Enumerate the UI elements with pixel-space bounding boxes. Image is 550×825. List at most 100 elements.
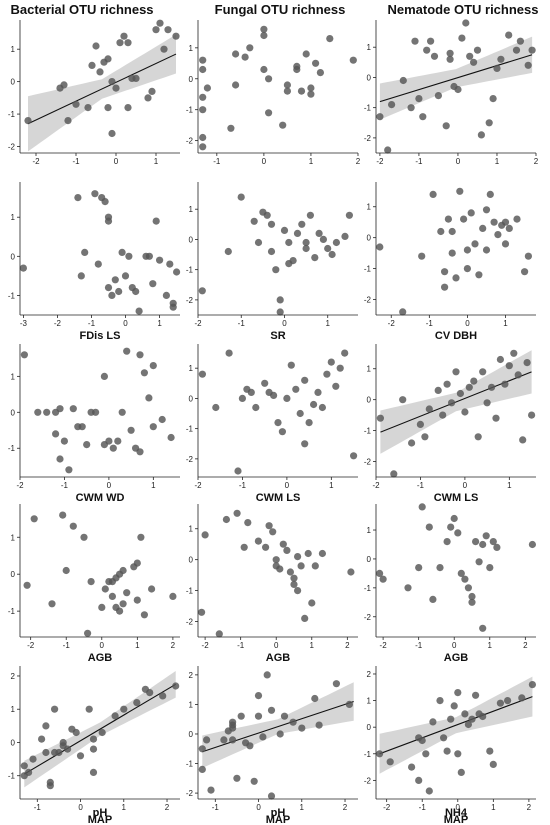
data-point [80,533,88,541]
data-point [120,32,128,40]
data-point [447,523,455,531]
data-point [310,400,318,409]
data-point [443,380,451,388]
x-tick-label: 2 [527,803,532,812]
data-point [341,349,349,357]
data-point [127,426,135,434]
data-point [212,403,220,412]
y-tick-label: 1 [11,45,16,54]
y-tick-label: -2 [186,618,194,627]
data-point [244,519,252,527]
data-point [162,291,170,299]
data-point [440,734,448,742]
data-point [463,246,471,254]
data-point [482,206,491,214]
data-point [136,448,144,456]
data-point [324,244,332,253]
x-tick-label: 0 [123,319,128,328]
data-point [454,529,462,537]
x-tick-label: -3 [20,319,28,328]
data-point [467,209,475,217]
data-point [101,198,109,206]
data-point [276,308,284,316]
data-point [56,455,64,463]
x-tick-label: 0 [282,319,287,328]
data-point [418,252,426,260]
data-point [468,592,476,601]
data-point [483,399,491,407]
data-point [528,540,537,549]
data-point [123,589,131,597]
y-tick-label: 2 [189,671,194,680]
column-title-2: Fungal OTU richness [215,2,346,17]
data-point [89,768,98,777]
x-tick-label: -1 [426,319,434,328]
data-point [450,514,458,523]
data-point [224,247,232,256]
data-point [297,562,305,570]
data-point [464,720,472,729]
data-point [472,538,480,546]
bottom-x-label-1: pH [93,807,108,819]
x-axis-label: MAP [88,814,112,825]
data-point [326,35,334,43]
data-point [528,46,536,54]
data-point [104,55,112,63]
y-tick-label: -1 [364,584,372,593]
x-tick-label: 2 [343,803,348,812]
x-axis-label: FDis LS [80,330,121,342]
x-tick-label: 2 [356,157,361,166]
data-point [69,522,77,530]
data-point [108,291,116,299]
data-point [465,383,473,391]
data-point [289,718,297,726]
data-point [482,532,490,540]
data-point [260,25,268,33]
data-point [254,238,263,247]
x-tick-label: 1 [488,641,493,650]
data-point [447,715,455,723]
data-point [232,81,240,89]
data-point [384,146,392,154]
data-point [301,614,309,623]
data-point [76,752,85,760]
data-point [376,113,384,121]
data-point [493,64,501,72]
data-point [442,122,450,130]
x-tick-label: -1 [415,641,423,650]
data-point [156,256,164,264]
data-point [505,31,513,39]
data-point [124,104,132,112]
data-point [283,394,291,402]
y-tick-label: 1 [189,205,194,214]
data-point [85,705,93,713]
panel-4-2: -2 -1 0 1 -2 -1 0 1 2 AGB [186,504,358,664]
data-point [199,56,207,64]
data-point [89,735,98,743]
y-tick-label: -2 [186,789,194,798]
x-tick-label: 0 [262,157,267,166]
data-point [133,559,141,567]
data-point [456,389,464,398]
data-point [376,750,384,758]
data-point [23,581,31,589]
panel-2-2: -2 -1 0 1 -2 -1 0 1 SR [186,182,358,342]
data-point [51,705,59,713]
data-point [457,569,465,578]
data-point [314,388,322,396]
data-point [458,34,466,42]
data-point [450,702,458,710]
y-tick-label: -2 [364,613,372,622]
data-point [308,599,316,607]
data-point [448,249,456,257]
data-point [436,697,444,705]
data-point [149,423,157,431]
data-point [516,37,525,45]
data-point [471,240,479,248]
data-point [250,217,258,225]
data-point [302,50,310,58]
y-tick-label: -1 [364,265,372,274]
data-point [250,777,258,785]
data-point [265,109,273,117]
data-point [81,248,89,256]
